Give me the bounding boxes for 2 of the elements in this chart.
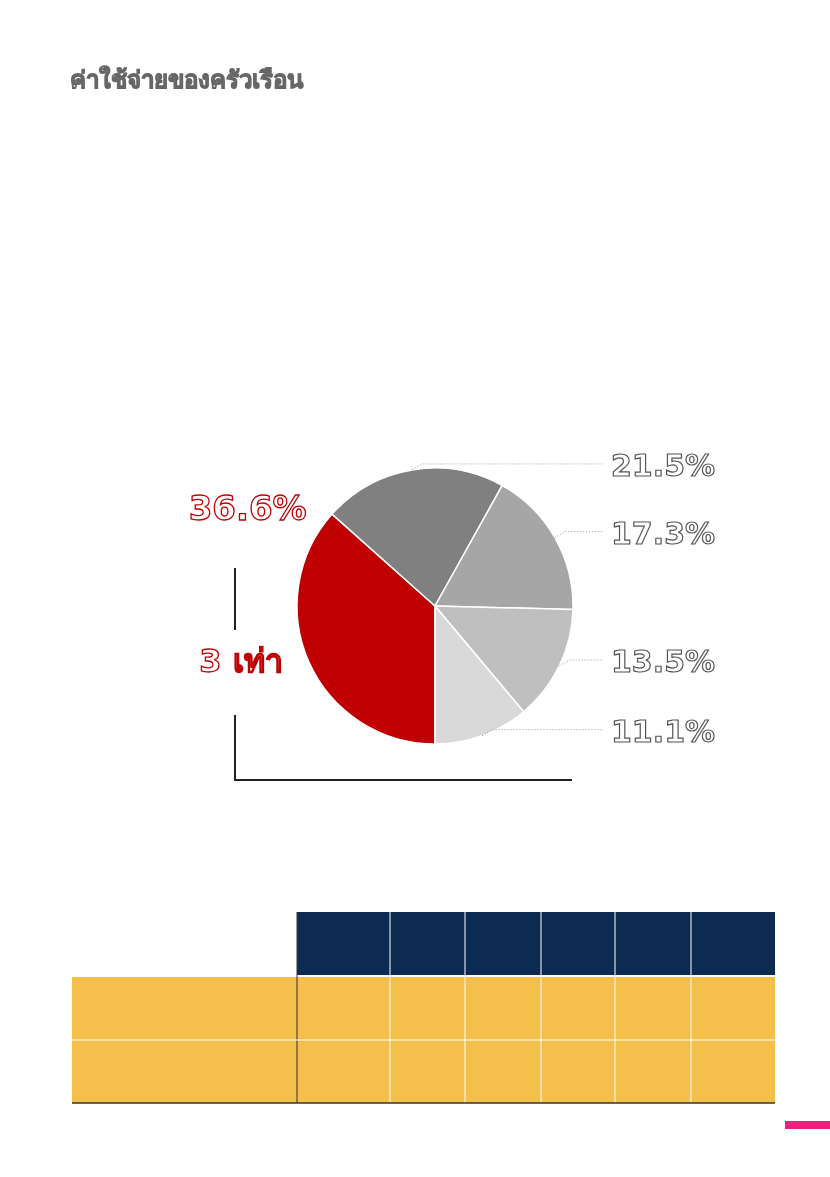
annotation: 3 เท่า	[199, 642, 283, 680]
title: ค่าใช้จ่ายของครัวเรือน	[70, 66, 303, 94]
